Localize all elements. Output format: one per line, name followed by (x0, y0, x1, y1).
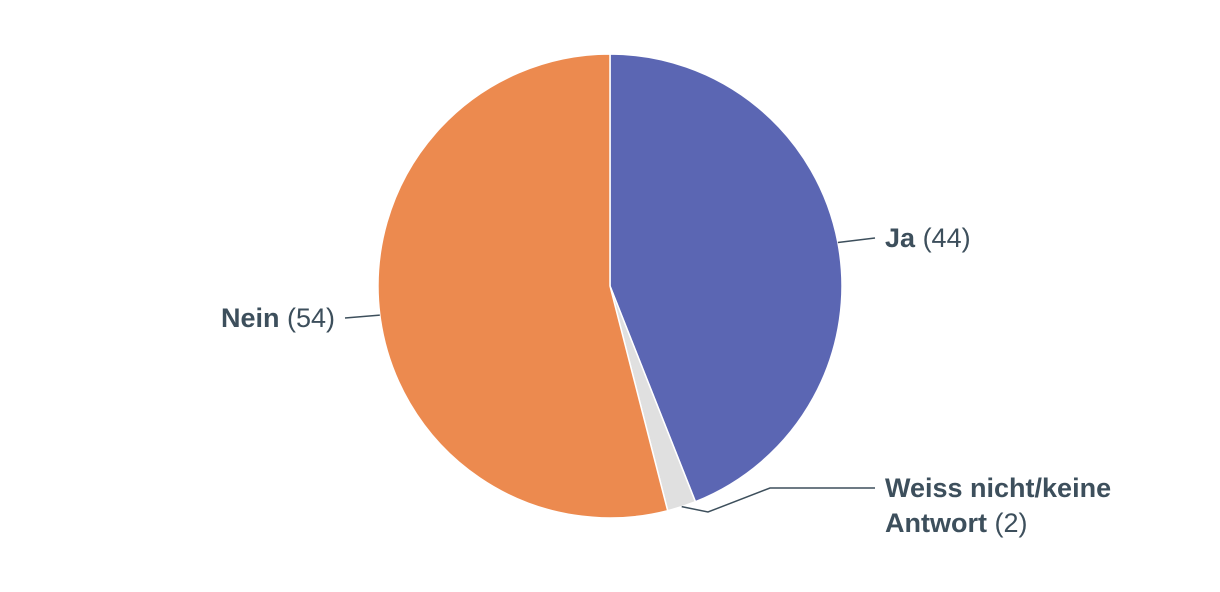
value-label: (44) (922, 223, 971, 253)
leader-line (681, 487, 875, 513)
leader-line (837, 237, 876, 244)
slice-label: Weiss nicht/keine Antwort (2) (885, 471, 1155, 541)
category-name: Nein (220, 303, 280, 333)
value-label: (54) (286, 303, 335, 333)
pie-slice (609, 53, 843, 503)
leader-line (344, 314, 380, 319)
category-name: Weiss nicht/keine Antwort (885, 473, 1112, 538)
value-label: (2) (994, 508, 1028, 538)
slice-label: Nein (54) (35, 301, 335, 336)
category-name: Ja (885, 223, 916, 253)
pie-slice (377, 53, 669, 519)
slice-label: Ja (44) (885, 221, 1185, 256)
